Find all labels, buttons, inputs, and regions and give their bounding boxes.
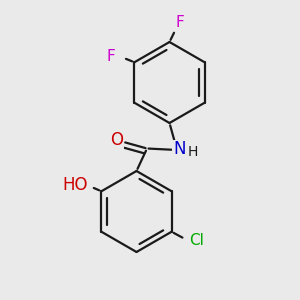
Text: F: F bbox=[176, 15, 185, 30]
Text: N: N bbox=[173, 140, 186, 158]
Text: H: H bbox=[188, 146, 198, 159]
Text: O: O bbox=[110, 131, 123, 149]
Text: HO: HO bbox=[63, 176, 88, 194]
Text: F: F bbox=[107, 49, 116, 64]
Text: Cl: Cl bbox=[189, 233, 204, 248]
